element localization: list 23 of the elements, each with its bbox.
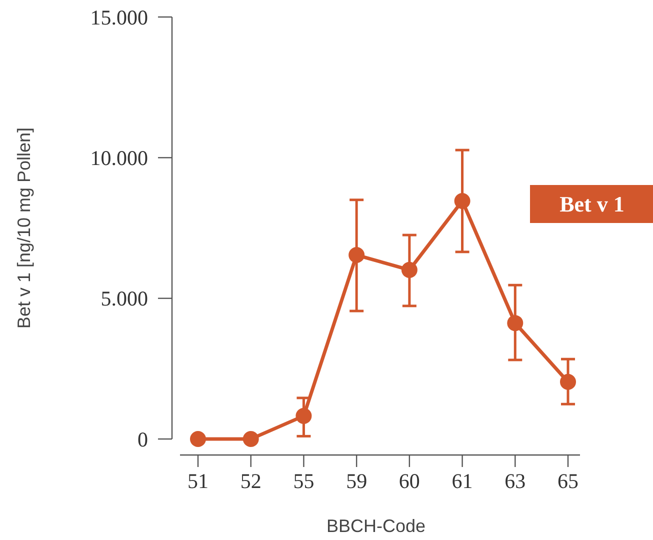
x-tick-label: 60	[398, 469, 420, 493]
x-tick-label: 59	[346, 469, 368, 493]
x-tick-label: 55	[293, 469, 314, 493]
x-axis-title: BBCH-Code	[326, 516, 426, 536]
point	[560, 374, 576, 390]
y-tick-label: 5.000	[100, 286, 148, 311]
point	[296, 408, 312, 424]
point	[348, 247, 365, 264]
y-tick-label: 15.000	[90, 5, 148, 30]
point	[454, 192, 470, 209]
point	[242, 431, 259, 447]
point	[401, 262, 418, 278]
x-tick-label: 51	[188, 469, 208, 493]
x-tick-label: 61	[452, 469, 473, 493]
y-tick-label: 10.000	[90, 146, 148, 170]
point	[507, 315, 524, 332]
x-tick-label: 52	[240, 469, 262, 493]
x-tick-label: 63	[504, 469, 526, 493]
x-tick-label: 65	[558, 469, 578, 493]
text: Bet v 1	[560, 192, 624, 217]
point	[190, 431, 206, 447]
y-tick-label: 0	[138, 427, 148, 452]
y-axis-title: Bet v 1 [ng/10 mg Pollen]	[14, 127, 34, 329]
